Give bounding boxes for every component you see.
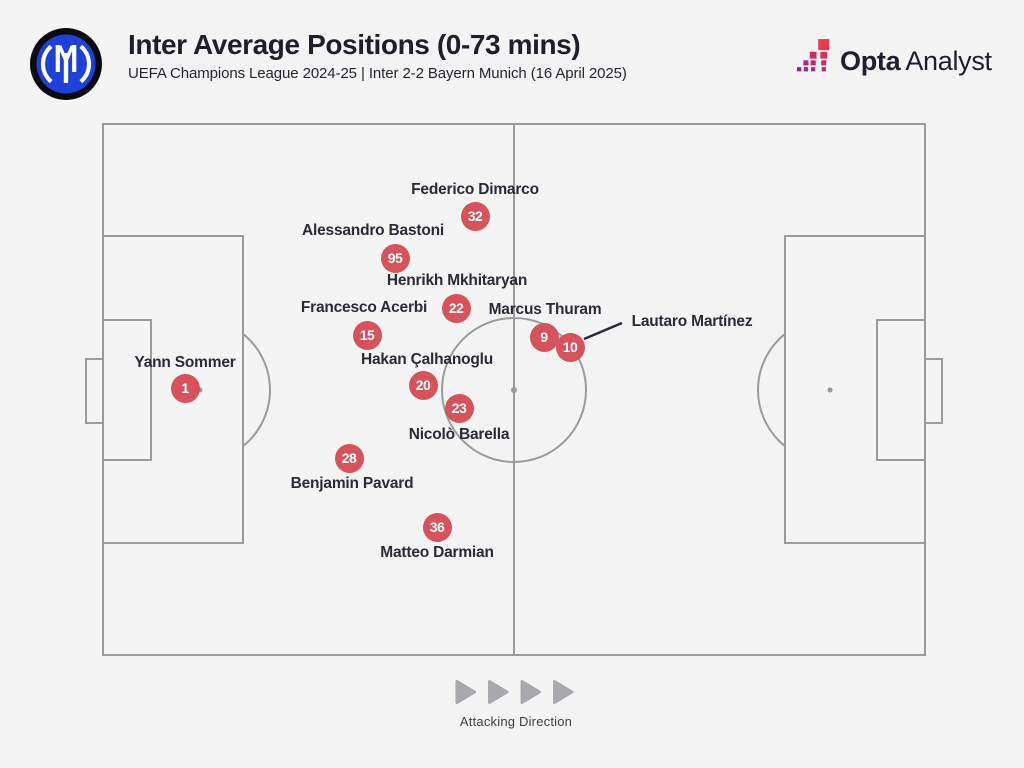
page-subtitle: UEFA Champions League 2024-25 | Inter 2-… [128,65,627,83]
brand-name-opta: Opta [840,46,901,76]
center-circle [441,317,587,463]
page-title: Inter Average Positions (0-73 mins) [128,29,581,60]
left-goal [85,358,104,424]
player-label-hakan-calhanoglu: Hakan Çalhanoglu [360,351,494,368]
player-marker-matteo-darmian: 36 [422,512,452,542]
attacking-arrow-icon [520,680,541,704]
player-marker-hakan-calhanoglu: 20 [408,370,438,400]
player-marker-yann-sommer: 1 [170,373,200,403]
player-label-marcus-thuram: Marcus Thuram [488,301,602,318]
crest-monogram [40,44,92,84]
attacking-direction-label: Attacking Direction [459,714,573,729]
attacking-direction-legend: Attacking Direction [455,679,577,729]
inter-milan-crest-logo [30,28,102,100]
player-label-matteo-darmian: Matteo Darmian [380,544,494,561]
player-marker-marcus-thuram: 9 [529,322,559,352]
attacking-arrow-icon [488,680,509,704]
player-marker-henrikh-mkhitaryan: 22 [441,293,471,323]
player-label-francesco-acerbi: Francesco Acerbi [300,299,428,316]
right-goal [924,358,943,424]
attacking-arrow-icon [455,680,476,704]
header-titles: Inter Average Positions (0-73 mins) UEFA… [128,29,627,83]
player-marker-nicolo-barella: 23 [444,393,474,423]
opta-analyst-logo: Opta Analyst [797,36,992,77]
opta-stairs-icon [797,39,830,72]
attacking-direction-arrows [455,680,574,704]
player-label-lautaro-martinez: Lautaro Martínez [631,313,753,330]
player-label-alessandro-bastoni: Alessandro Bastoni [302,222,444,239]
player-marker-federico-dimarco: 32 [460,201,490,231]
player-label-henrikh-mkhitaryan: Henrikh Mkhitaryan [386,272,528,289]
player-marker-francesco-acerbi: 15 [352,320,382,350]
player-marker-alessandro-bastoni: 95 [380,243,410,273]
center-spot [511,387,517,393]
lautaro-martinez-connector-line [583,321,623,341]
player-label-federico-dimarco: Federico Dimarco [411,181,539,198]
brand-wordmark: Opta Analyst [840,48,992,77]
player-marker-benjamin-pavard: 28 [334,443,364,473]
attacking-arrow-icon [553,680,574,704]
brand-name-analyst: Analyst [905,46,992,76]
left-penalty-arc [242,333,271,447]
player-marker-lautaro-martinez: 10 [555,332,585,362]
right-penalty-arc [757,333,786,447]
player-label-benjamin-pavard: Benjamin Pavard [290,475,414,492]
right-penalty-spot [827,387,833,393]
player-label-nicolo-barella: Nicolò Barella [408,426,510,443]
player-label-yann-sommer: Yann Sommer [134,354,236,371]
